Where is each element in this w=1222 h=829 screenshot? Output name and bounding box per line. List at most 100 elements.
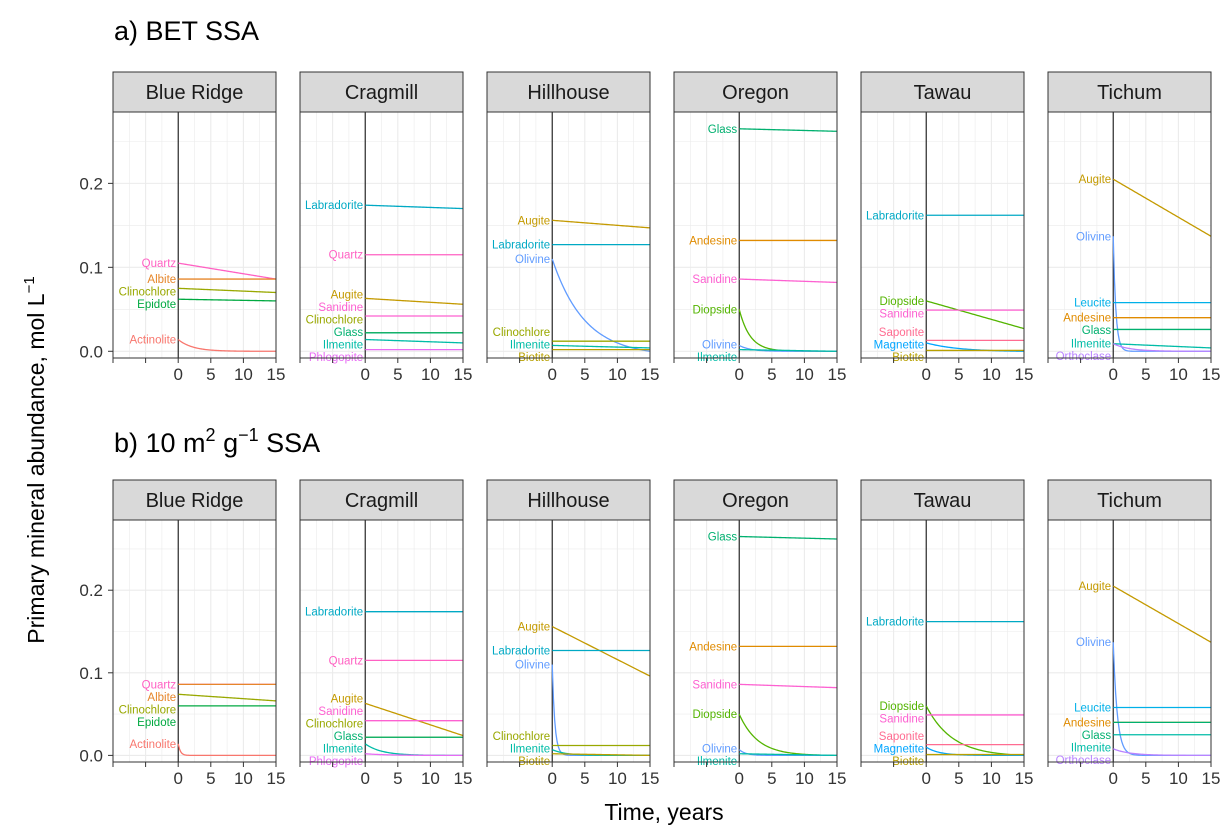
series-label-quartz: Quartz [142,258,177,270]
series-label-diopside: Diopside [692,304,737,316]
facet-strip [299,479,464,521]
facet-oregon: Oregon Glass Andesine Sanidine Diopside Olivi… [673,479,847,788]
series-label-leucite: Leucite [1074,298,1111,310]
facet-strip-label: Hillhouse [527,490,609,512]
series-line-actinolite [177,743,276,757]
series-label-labradorite: Labradorite [492,646,550,658]
x-tick-label: 0 [360,365,369,384]
x-tick-label: 0 [734,365,743,384]
panel-a-title: a) BET SSA [114,16,259,46]
series-line-epidote [178,298,277,302]
series-label-ilmenite: Ilmenite [323,744,363,756]
series-line-ilmenite [365,338,464,344]
series-label-clinochlore: Clinochlore [119,287,177,299]
x-tick-label: 5 [767,365,776,384]
facet-strip-label: Tawau [914,490,972,512]
x-tick-label: 15 [1202,769,1221,788]
x-tick-label: 10 [234,365,253,384]
x-tick-label: 0 [173,365,182,384]
panel-border [112,111,277,359]
facet-strip [486,71,651,113]
series-label-albite: Albite [147,692,176,704]
x-tick-label: 5 [393,769,402,788]
x-tick-label: 10 [421,365,440,384]
x-tick-label: 0 [547,365,556,384]
facet-strip-label: Blue Ridge [146,490,244,512]
series-labels: AugiteOlivineLeuciteAndesineGlassIlmenit… [1056,581,1112,767]
x-tick-label: 5 [767,769,776,788]
series-line-augite [365,297,464,305]
x-tick-label: 15 [1015,365,1034,384]
series-label-actinolite: Actinolite [130,739,177,751]
x-tick-label: 5 [1141,769,1150,788]
series-label-diopside: Diopside [692,709,737,721]
series-line-clinochlore [178,287,277,294]
y-tick-label: 0.1 [79,258,103,277]
series-labels: AugiteOlivineLeuciteAndesineGlassIlmenit… [1056,174,1112,363]
series-label-augite: Augite [1079,581,1112,593]
x-tick-label: 0 [547,769,556,788]
series-line-labradorite [365,204,464,210]
panel-border [1047,111,1212,359]
x-tick-label: 10 [1169,365,1188,384]
series-label-glass: Glass [334,731,364,743]
series-label-diopside: Diopside [879,701,924,713]
facet-hillhouse: Hillhouse Augite Labradorite Olivine Clinoch… [486,479,659,788]
series-label-sanidine: Sanidine [692,274,737,286]
x-tick-label: 0 [921,365,930,384]
series-label-andesine: Andesine [1063,313,1111,325]
series-label-glass: Glass [708,124,738,136]
y-tick-label: 0.0 [79,746,103,765]
series-label-epidote: Epidote [137,299,176,311]
x-tick-label: 15 [1202,365,1221,384]
series-label-augite: Augite [331,290,364,302]
facet-strip [673,479,838,521]
facet-strip-label: Tawau [914,82,972,104]
facet-strip [112,71,277,113]
panel-border [860,519,1025,763]
panel-border [1047,519,1212,763]
series-label-ilmenite: Ilmenite [1071,339,1111,351]
x-tick-label: 10 [421,769,440,788]
facet-blue-ridge: Blue Ridge Quartz AlbiteClinochloreEpidote… [79,71,285,384]
series-line-orthoclase [1112,748,1211,757]
panel-border [673,111,838,359]
x-tick-label: 10 [608,769,627,788]
y-tick-label: 0.2 [79,174,103,193]
series-label-actinolite: Actinolite [130,335,177,347]
series-label-orthoclase: Orthoclase [1056,351,1112,363]
series-label-albite: Albite [147,274,176,286]
series-line-quartz [178,262,277,280]
panel-b-title: b) 10 m2 g−1 SSA [114,425,320,458]
y-tick-label: 0.1 [79,664,103,683]
panel-border [486,519,651,763]
x-tick-label: 15 [267,769,286,788]
series-line-glass [739,128,838,132]
series-label-andesine: Andesine [1063,717,1111,729]
series-label-clinochlore: Clinochlore [306,719,364,731]
x-tick-label: 0 [173,769,182,788]
x-tick-label: 15 [828,365,847,384]
facet-strip [1047,479,1212,521]
series-label-ilmenite: Ilmenite [510,744,550,756]
y-tick-label: 0.0 [79,342,103,361]
series-label-sanidine: Sanidine [318,706,363,718]
x-tick-label: 5 [206,769,215,788]
x-tick-label: 0 [1108,769,1117,788]
x-tick-label: 0 [360,769,369,788]
series-label-labradorite: Labradorite [866,210,924,222]
series-label-saponite: Saponite [879,731,924,743]
panel-border [860,111,1025,359]
series-line-actinolite [177,339,276,352]
series-line-sanidine [739,683,838,689]
x-tick-label: 15 [828,769,847,788]
series-label-clinochlore: Clinochlore [306,315,364,327]
facet-oregon: Oregon Glass Andesine Sanidine Diopside Olivi… [673,71,847,384]
x-tick-label: 5 [393,365,402,384]
series-label-quartz: Quartz [329,250,364,262]
series-line-augite [364,702,464,737]
series-line-biotite [552,753,651,757]
